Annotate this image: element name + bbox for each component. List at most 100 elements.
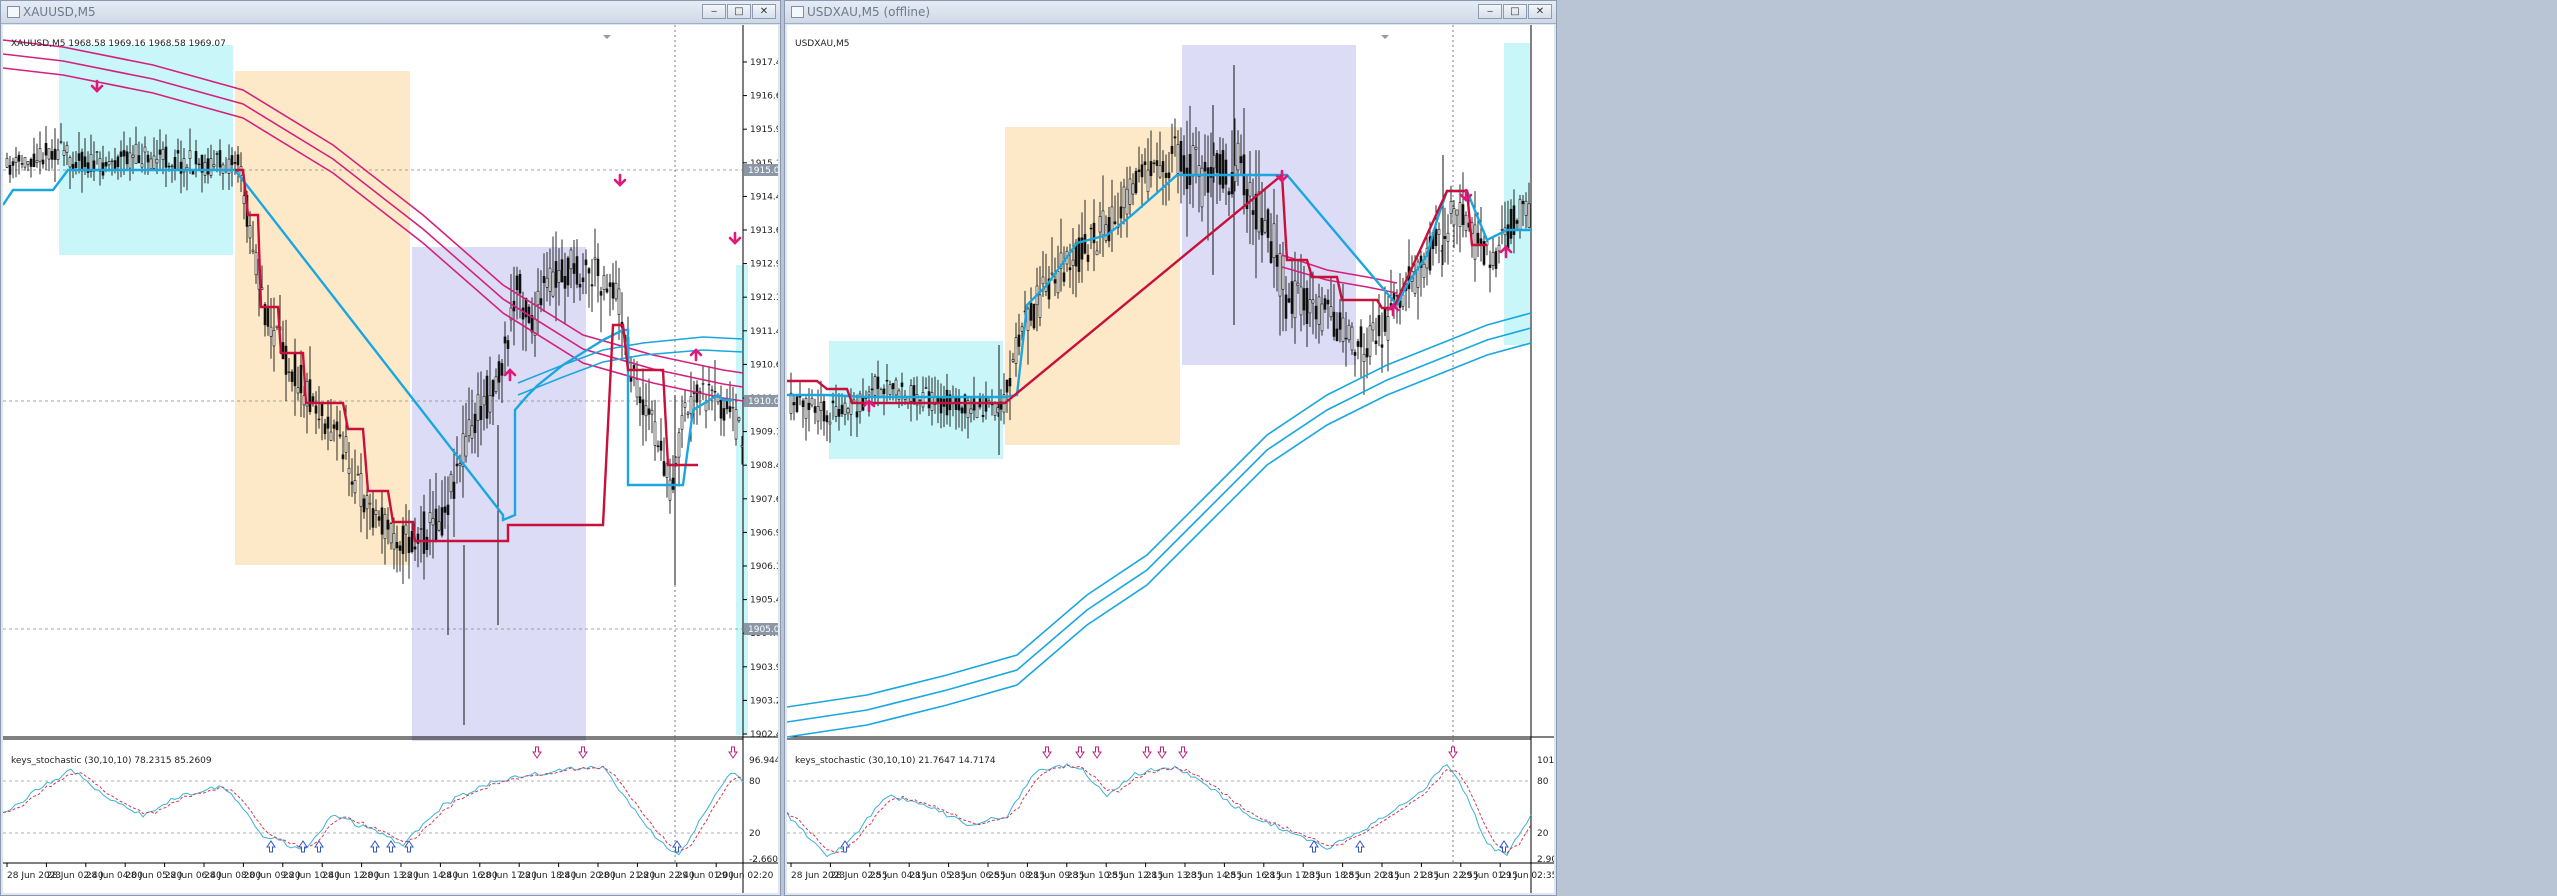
time-tick-label: 28 Jun 21:35	[1382, 871, 1439, 881]
candle-body	[89, 153, 93, 173]
maximize-button[interactable]: □	[1503, 4, 1527, 19]
candle-body	[1257, 191, 1261, 233]
price-tick-label: 1905.45	[750, 596, 778, 606]
candle-body	[888, 384, 892, 396]
time-tick-label: 29 Jun 02:20	[716, 871, 773, 881]
candle-body	[1299, 286, 1303, 316]
minimize-button[interactable]: ‒	[702, 4, 726, 19]
candle-body	[332, 424, 336, 429]
candle-body	[1326, 299, 1330, 305]
candle-body	[1017, 334, 1021, 347]
candle-body	[1473, 224, 1477, 260]
candle-body	[287, 371, 291, 373]
candle-body	[92, 160, 96, 172]
close-button[interactable]: ✕	[752, 4, 776, 19]
right-title-bar[interactable]: USDXAU,M5 (offline) ‒ □ ✕	[785, 1, 1556, 24]
moving-average-line	[787, 342, 1532, 738]
candle-body	[422, 511, 426, 554]
right-chart-window[interactable]: USDXAU,M5 (offline) ‒ □ ✕ 101.5846 80 20 2.…	[784, 0, 1557, 896]
left-title-bar[interactable]: XAUUSD,M5 ‒ □ ✕	[1, 1, 780, 24]
candle-body	[1368, 325, 1372, 357]
candle-body	[1170, 145, 1174, 154]
time-tick-label: 28 Jun 06:55	[949, 871, 1006, 881]
candle-body	[804, 398, 808, 419]
candle-body	[1143, 161, 1147, 166]
candle-body	[605, 288, 609, 293]
candle-body	[1086, 254, 1090, 262]
candle-body	[701, 383, 705, 385]
up-arrow-icon	[689, 348, 703, 362]
candle-body	[689, 396, 693, 414]
candle-body	[1341, 317, 1345, 342]
moving-average-line	[517, 349, 744, 396]
candle-body	[38, 148, 42, 162]
candle-body	[200, 154, 204, 173]
maximize-button[interactable]: □	[727, 4, 751, 19]
candle-body	[1134, 170, 1138, 194]
up-arrow-icon	[1386, 303, 1400, 317]
candle-body	[602, 275, 606, 290]
candle-body	[1227, 191, 1231, 195]
candle-body	[1077, 237, 1081, 272]
left-price-chart[interactable]: 1917.40 1916.65 1915.90 1915.15 1914.40 1913.…	[3, 25, 778, 893]
candle-body	[795, 396, 799, 412]
candle-body	[1200, 167, 1204, 208]
candle-body	[1344, 337, 1348, 340]
candle-body	[449, 473, 453, 493]
candle-body	[1446, 232, 1450, 242]
candle-body	[503, 336, 507, 344]
candle-body	[557, 270, 561, 283]
price-tick-label: 1917.40	[750, 58, 778, 68]
candle-body	[1377, 315, 1381, 337]
candle-body	[590, 284, 594, 287]
candle-body	[104, 161, 108, 167]
price-tick-label: 1916.65	[750, 92, 778, 102]
candle-body	[819, 401, 823, 411]
candle-body	[389, 523, 393, 544]
candle-body	[212, 164, 216, 167]
time-tick-label: 28 Jun 09:20	[243, 871, 300, 881]
minimize-button[interactable]: ‒	[1478, 4, 1502, 19]
candle-body	[1215, 153, 1219, 173]
time-tick-label: 28 Jun 08:15	[988, 871, 1045, 881]
candle-body	[1266, 209, 1270, 238]
candle-body	[1452, 208, 1456, 226]
candle-body	[680, 415, 684, 430]
candle-body	[1158, 165, 1162, 178]
close-button[interactable]: ✕	[1528, 4, 1552, 19]
time-tick-label: 29 Jun 02:35	[1500, 871, 1554, 881]
candle-body	[437, 521, 441, 531]
candle-body	[284, 345, 288, 375]
candle-body	[230, 155, 234, 166]
candle-body	[635, 379, 639, 398]
moving-average-line	[787, 327, 1532, 723]
candle-body	[47, 148, 51, 160]
time-tick-label: 28 Jun 12:15	[1106, 871, 1163, 881]
candle-body	[161, 148, 165, 160]
left-chart-window[interactable]: XAUUSD,M5 ‒ □ ✕ 1917.401916.651915.90191…	[0, 0, 781, 896]
candle-body	[299, 364, 303, 394]
candle-body	[464, 436, 468, 457]
candle-body	[20, 163, 24, 165]
minimize-icon: ‒	[1486, 6, 1494, 17]
candle-body	[404, 524, 408, 535]
candle-body	[443, 506, 447, 513]
candle-body	[344, 436, 348, 453]
candle-body	[320, 403, 324, 416]
candle-body	[734, 409, 738, 440]
candle-body	[1206, 167, 1210, 193]
stochastic-signal-line	[787, 764, 1532, 854]
candle-body	[380, 507, 384, 535]
candle-body	[1374, 340, 1378, 345]
price-marker-badge	[744, 623, 778, 635]
candle-body	[1068, 267, 1072, 271]
candle-body	[632, 365, 636, 369]
minimize-icon: ‒	[710, 6, 718, 17]
candle-body	[119, 151, 123, 157]
candle-body	[350, 481, 354, 485]
candle-body	[1455, 209, 1459, 216]
candle-body	[446, 504, 450, 516]
candle-body	[822, 401, 826, 422]
highlight-zone	[736, 265, 748, 735]
